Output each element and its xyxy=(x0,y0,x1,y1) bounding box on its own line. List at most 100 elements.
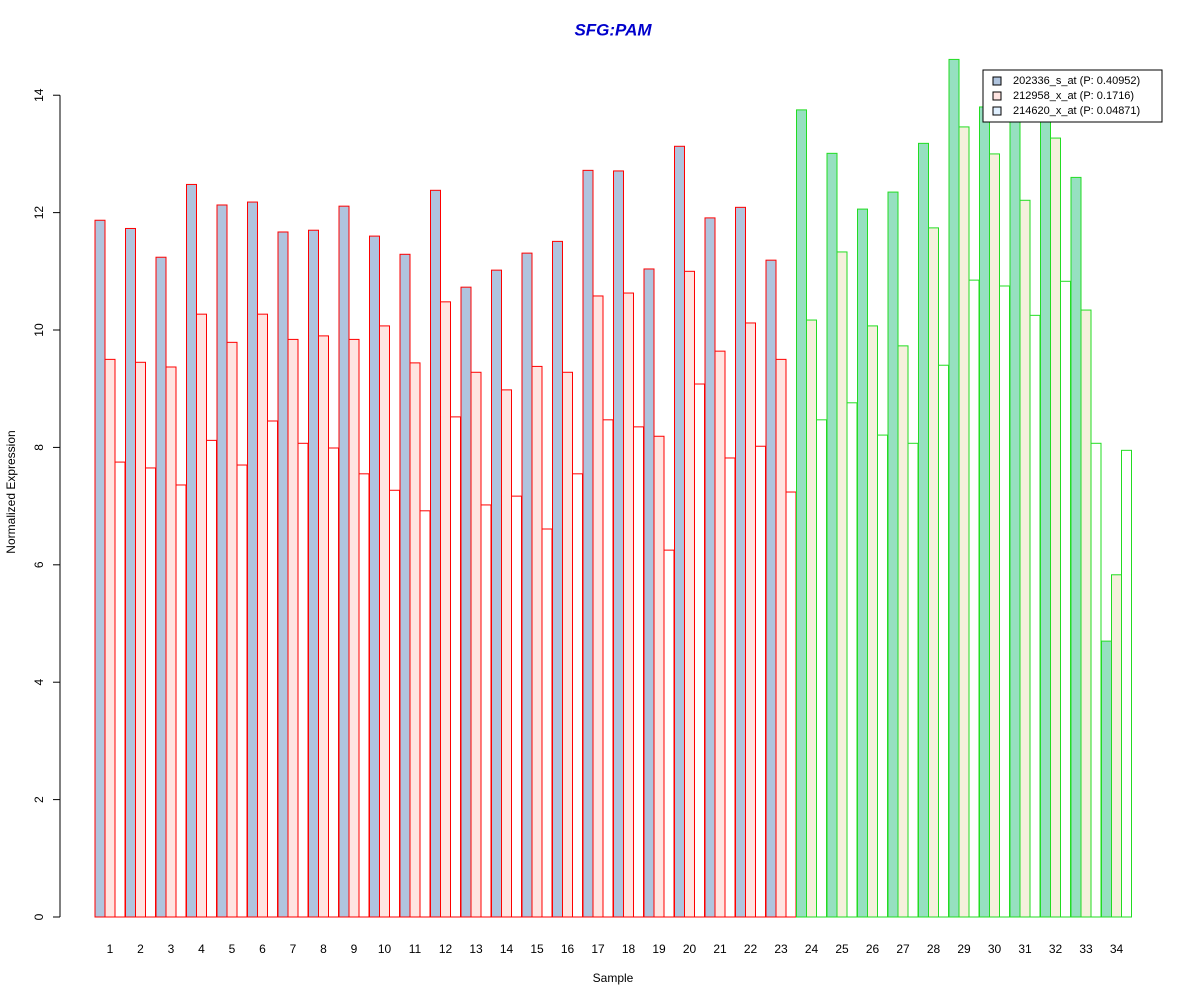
bar xyxy=(765,259,777,918)
bar xyxy=(297,442,309,918)
bar xyxy=(775,358,787,918)
x-tick-label: 24 xyxy=(805,942,819,956)
bar xyxy=(1070,176,1082,918)
bar xyxy=(958,126,970,918)
x-tick-label: 17 xyxy=(591,942,605,956)
bar xyxy=(857,208,868,918)
x-tick-label: 20 xyxy=(683,942,697,956)
x-tick-label: 1 xyxy=(107,942,114,956)
bar xyxy=(541,528,553,918)
bar xyxy=(125,227,136,918)
x-tick-label: 28 xyxy=(927,942,941,956)
bar xyxy=(928,227,939,918)
bar xyxy=(287,338,299,918)
bar xyxy=(796,109,807,918)
x-tick-label: 30 xyxy=(988,942,1002,956)
bar xyxy=(846,402,858,918)
bar xyxy=(897,345,909,918)
y-tick-label: 10 xyxy=(32,323,46,337)
x-tick-label: 21 xyxy=(713,942,727,956)
bar xyxy=(1111,574,1122,918)
bar xyxy=(1040,112,1051,918)
bar xyxy=(623,292,634,918)
x-tick-label: 34 xyxy=(1110,942,1124,956)
x-tick-label: 5 xyxy=(229,942,236,956)
bar xyxy=(948,58,960,918)
x-axis-label: Sample xyxy=(593,971,634,985)
x-tick-label: 27 xyxy=(896,942,910,956)
bar xyxy=(94,219,106,918)
x-tick-label: 11 xyxy=(409,942,422,956)
bar xyxy=(531,365,543,918)
chart-title: SFG:PAM xyxy=(574,20,652,39)
bar xyxy=(968,279,980,918)
x-tick-label: 10 xyxy=(378,942,392,956)
legend-swatch xyxy=(992,91,1002,101)
y-tick-label: 8 xyxy=(32,444,46,451)
x-tick-label: 8 xyxy=(320,942,327,956)
bar xyxy=(389,489,400,918)
x-tick-label: 14 xyxy=(500,942,514,956)
bar xyxy=(1050,137,1061,918)
bar xyxy=(450,416,461,918)
bar xyxy=(308,229,319,918)
y-tick-label: 6 xyxy=(32,561,46,568)
bar xyxy=(633,426,644,918)
bar xyxy=(989,153,1000,918)
bar xyxy=(887,191,899,918)
bar xyxy=(247,201,258,918)
bar xyxy=(602,419,614,918)
bar xyxy=(277,231,289,918)
bar xyxy=(836,251,848,918)
bar xyxy=(175,484,187,918)
x-tick-label: 29 xyxy=(957,942,971,956)
bar xyxy=(562,371,573,918)
bar xyxy=(511,495,522,918)
bar xyxy=(460,286,472,918)
bar xyxy=(226,341,238,918)
bar xyxy=(918,142,929,918)
legend-swatch xyxy=(992,106,1002,116)
bar xyxy=(135,361,146,918)
bar xyxy=(145,467,156,918)
bar xyxy=(470,371,482,918)
bar xyxy=(938,364,949,918)
x-tick-label: 18 xyxy=(622,942,636,956)
bar xyxy=(206,439,217,918)
bar xyxy=(613,170,624,918)
bar xyxy=(114,461,126,918)
x-tick-label: 16 xyxy=(561,942,575,956)
legend-label: 202336_s_at (P: 0.40952) xyxy=(1013,75,1140,87)
bar xyxy=(165,366,177,918)
y-tick-label: 14 xyxy=(32,88,46,102)
bar xyxy=(694,383,705,918)
bar xyxy=(1029,314,1041,918)
bar xyxy=(419,510,431,918)
bar xyxy=(653,435,665,918)
bar xyxy=(328,447,339,918)
legend-label: 214620_x_at (P: 0.04871) xyxy=(1013,105,1140,117)
bar xyxy=(358,473,370,918)
x-tick-label: 23 xyxy=(774,942,788,956)
legend-swatch xyxy=(992,76,1002,86)
x-tick-label: 32 xyxy=(1049,942,1063,956)
x-tick-label: 7 xyxy=(290,942,297,956)
bar xyxy=(816,419,827,918)
bar xyxy=(877,434,888,918)
bar xyxy=(480,504,492,918)
legend-box xyxy=(982,69,1163,123)
bar xyxy=(663,549,675,918)
bar xyxy=(318,335,329,918)
bar xyxy=(521,252,533,918)
bar xyxy=(379,325,390,918)
bar xyxy=(826,152,838,918)
bar xyxy=(491,269,502,918)
bar xyxy=(155,256,167,918)
x-tick-label: 9 xyxy=(351,942,358,956)
x-tick-label: 3 xyxy=(168,942,175,956)
x-tick-label: 13 xyxy=(469,942,483,956)
x-tick-label: 4 xyxy=(198,942,205,956)
bar xyxy=(674,145,685,918)
bar xyxy=(592,295,604,918)
